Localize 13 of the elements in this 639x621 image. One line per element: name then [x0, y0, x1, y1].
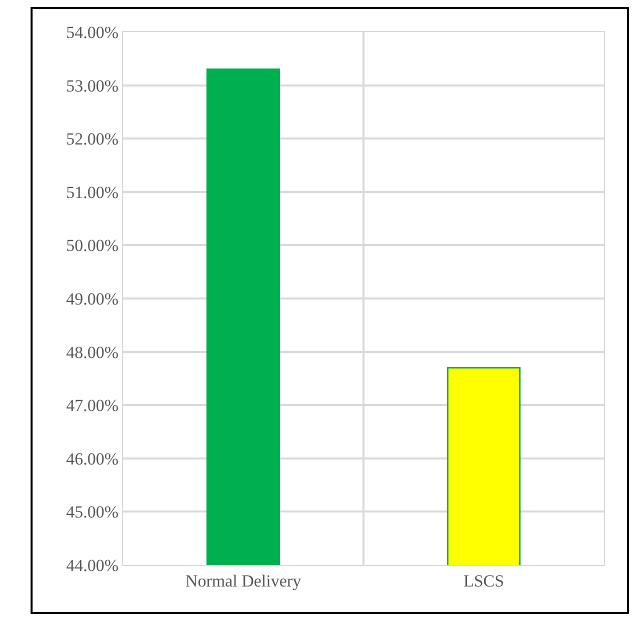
y-tick-label: 53.00% [66, 76, 119, 96]
y-tick-label: 45.00% [66, 502, 119, 522]
x-tick-label: Normal Delivery [185, 571, 302, 590]
y-tick-label: 54.00% [66, 22, 119, 42]
x-tick-label: LSCS [463, 571, 504, 590]
y-tick-label: 44.00% [66, 556, 119, 575]
y-tick-label: 50.00% [66, 236, 119, 256]
y-tick-label: 49.00% [66, 289, 119, 308]
y-tick-label: 46.00% [66, 449, 119, 468]
y-tick-label: 51.00% [66, 182, 119, 202]
y-tick-label: 47.00% [66, 396, 119, 416]
y-tick-label: 52.00% [66, 130, 119, 149]
y-tick-label: 48.00% [66, 342, 119, 362]
